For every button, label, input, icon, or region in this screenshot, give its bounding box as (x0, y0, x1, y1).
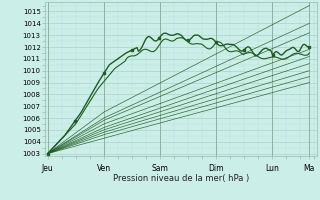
X-axis label: Pression niveau de la mer( hPa ): Pression niveau de la mer( hPa ) (113, 174, 249, 183)
